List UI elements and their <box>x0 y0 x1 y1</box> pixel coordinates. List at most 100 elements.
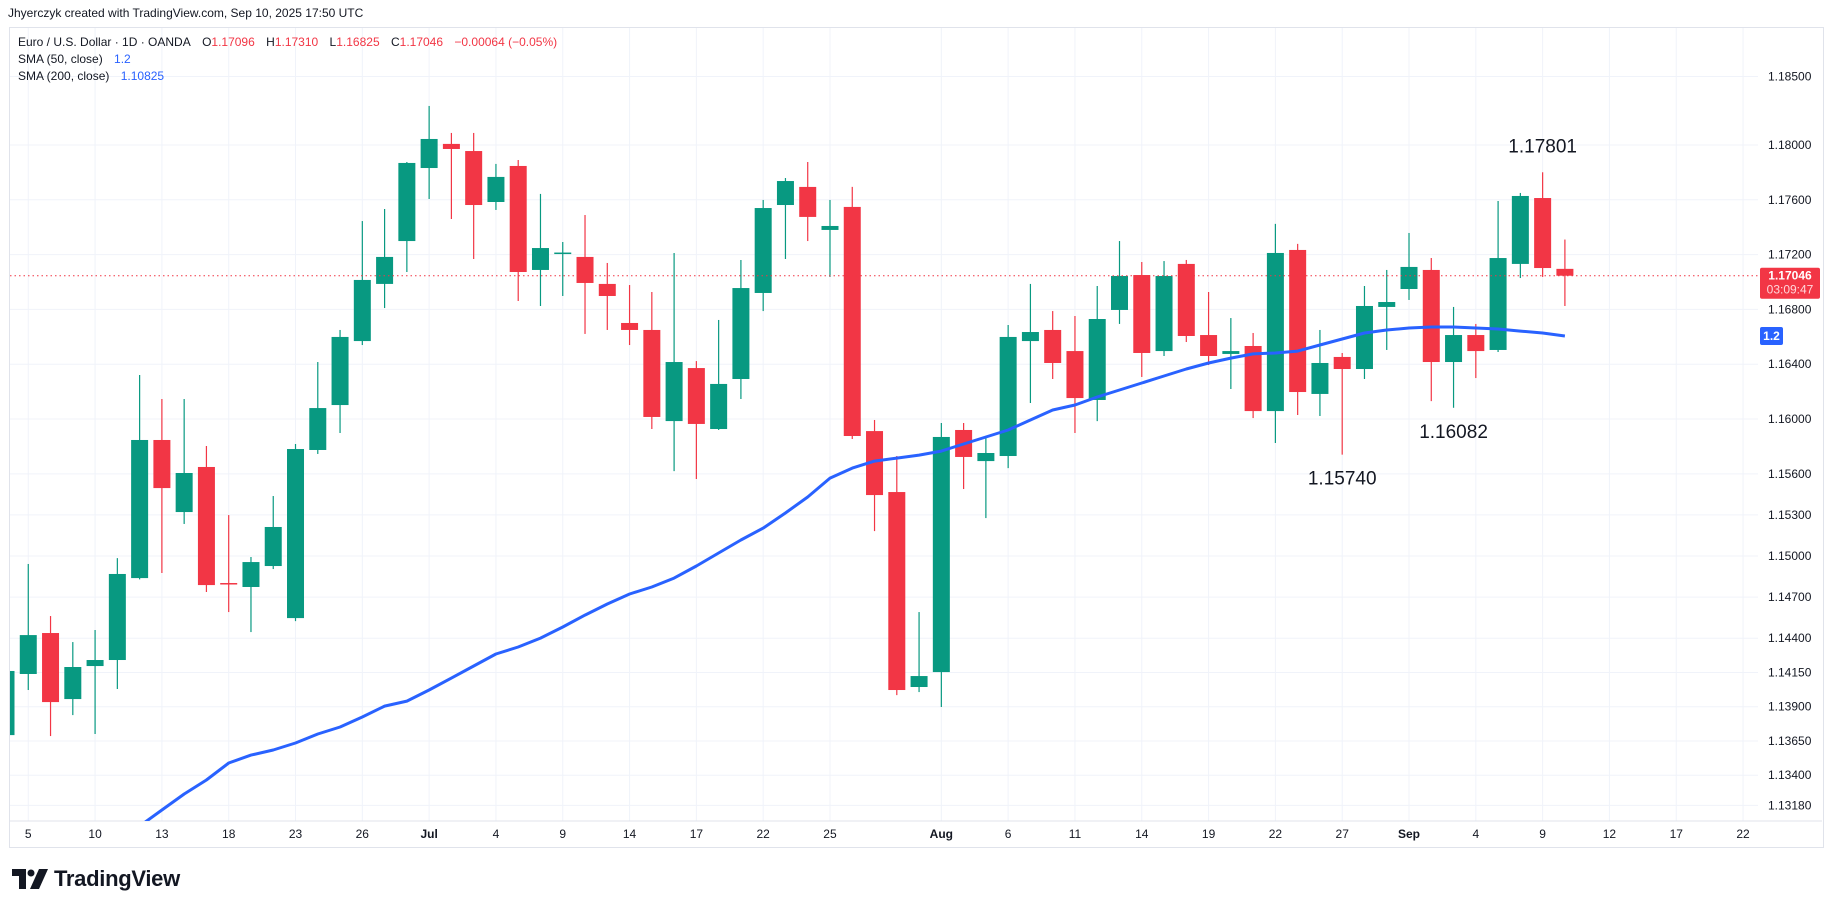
candle-up[interactable] <box>86 630 104 735</box>
candle-up[interactable] <box>64 642 82 716</box>
candle-up[interactable] <box>531 193 549 306</box>
time-tick-label: Jul <box>420 827 437 841</box>
candle-down[interactable] <box>1289 243 1307 416</box>
candle-up[interactable] <box>1266 223 1284 443</box>
legend-sma200-row[interactable]: SMA (200, close) 1.10825 <box>18 68 557 85</box>
candle-up[interactable] <box>977 436 995 519</box>
candle-up[interactable] <box>242 556 260 633</box>
candle-down[interactable] <box>42 616 60 737</box>
price-axis[interactable]: 1.18500 1.18000 1.17600 1.17200 1.16800 1.164… <box>1760 70 1820 813</box>
candle-down[interactable] <box>442 132 460 219</box>
time-tick-label: 14 <box>1135 827 1149 841</box>
candle-down[interactable] <box>1422 258 1440 402</box>
candle-down[interactable] <box>643 292 661 430</box>
candle-up[interactable] <box>932 422 950 708</box>
candle-down[interactable] <box>1244 332 1262 419</box>
candle-up[interactable] <box>131 375 149 580</box>
tradingview-logo-icon <box>12 869 48 889</box>
candle-up[interactable] <box>1021 283 1039 403</box>
candle-up[interactable] <box>1511 192 1529 279</box>
candle-up[interactable] <box>1400 232 1418 300</box>
time-tick-label: 11 <box>1069 827 1082 841</box>
candle-up[interactable] <box>1111 241 1128 324</box>
candle-up[interactable] <box>1378 269 1396 350</box>
candle-down[interactable] <box>843 186 861 440</box>
candle-down[interactable] <box>576 215 594 334</box>
high-value: 1.17310 <box>274 35 319 49</box>
candle-up[interactable] <box>487 163 505 210</box>
candle-up[interactable] <box>1155 261 1173 356</box>
candle-down[interactable] <box>509 159 527 302</box>
candle-down[interactable] <box>1200 292 1218 366</box>
candle-down[interactable] <box>888 456 906 696</box>
candle-down[interactable] <box>197 446 215 593</box>
candle-up[interactable] <box>309 362 327 454</box>
candle-up[interactable] <box>398 161 416 273</box>
candle-up[interactable] <box>821 199 839 277</box>
candle-up[interactable] <box>776 178 794 259</box>
candle-up[interactable] <box>287 443 305 622</box>
candle-down[interactable] <box>1044 311 1062 380</box>
candle-down[interactable] <box>1066 315 1084 433</box>
candle-down[interactable] <box>1333 352 1351 455</box>
candle-body <box>999 336 1017 457</box>
candle-up[interactable] <box>376 208 394 309</box>
candle-body <box>1044 329 1062 363</box>
candle-down[interactable] <box>1534 172 1552 277</box>
candle-down[interactable] <box>866 419 884 532</box>
candle-body <box>1333 356 1351 370</box>
candle-body <box>821 225 839 230</box>
candle-up[interactable] <box>754 199 772 312</box>
legend-sma50-row[interactable]: SMA (50, close) 1.2 <box>18 51 557 68</box>
chart-credit: Jhyerczyk created with TradingView.com, … <box>8 6 364 20</box>
candle-down[interactable] <box>1467 323 1485 379</box>
candle-body <box>1155 275 1173 352</box>
candle-body <box>776 181 794 206</box>
candle-down[interactable] <box>1177 259 1195 343</box>
tradingview-logo[interactable]: TradingView <box>12 866 180 892</box>
candle-body <box>1489 258 1507 350</box>
candle-up[interactable] <box>175 399 193 524</box>
candle-up[interactable] <box>264 496 282 570</box>
candle-down[interactable] <box>465 132 483 259</box>
candle-down[interactable] <box>1133 262 1151 377</box>
time-axis[interactable]: 5 10 13 18 23 26 Jul 4 9 14 17 22 25 Aug 6 11 14 19 22 27 Se… <box>25 827 1750 841</box>
candle-up[interactable] <box>732 259 750 400</box>
candle-down[interactable] <box>220 515 238 613</box>
candle-up[interactable] <box>19 563 37 691</box>
price-annotation: 1.16082 <box>1419 422 1488 443</box>
candle-down[interactable] <box>799 161 817 242</box>
candle-body <box>888 492 906 691</box>
candle-up[interactable] <box>1222 318 1240 390</box>
candle-down[interactable] <box>598 262 616 330</box>
candle-body <box>1088 319 1106 400</box>
candle-up[interactable] <box>999 325 1017 469</box>
candle-body <box>843 206 861 437</box>
candle-body <box>19 635 37 674</box>
candle-up[interactable] <box>665 252 683 472</box>
candle-body <box>1021 332 1039 342</box>
candle-up[interactable] <box>1088 285 1106 422</box>
candle-up[interactable] <box>1489 201 1507 353</box>
candle-up[interactable] <box>353 221 371 346</box>
candle-up[interactable] <box>1445 306 1463 408</box>
candle-down[interactable] <box>153 399 171 574</box>
sma-line[interactable] <box>140 325 1566 826</box>
candle-up[interactable] <box>554 242 572 296</box>
candle-down[interactable] <box>1556 239 1574 306</box>
candle-up[interactable] <box>420 105 438 199</box>
candle-down[interactable] <box>687 361 705 480</box>
candle-up[interactable] <box>910 612 928 693</box>
candle-body <box>1066 351 1084 399</box>
candle-up[interactable] <box>0 668 15 738</box>
candle-up[interactable] <box>331 329 349 433</box>
candle-body <box>353 279 371 342</box>
candle-up[interactable] <box>710 319 728 430</box>
candle-body <box>554 252 572 255</box>
symbol-title[interactable]: Euro / U.S. Dollar · 1D · OANDA <box>18 35 191 49</box>
candle-down[interactable] <box>955 422 973 490</box>
candle-up[interactable] <box>108 558 126 690</box>
candle-down[interactable] <box>621 285 639 346</box>
